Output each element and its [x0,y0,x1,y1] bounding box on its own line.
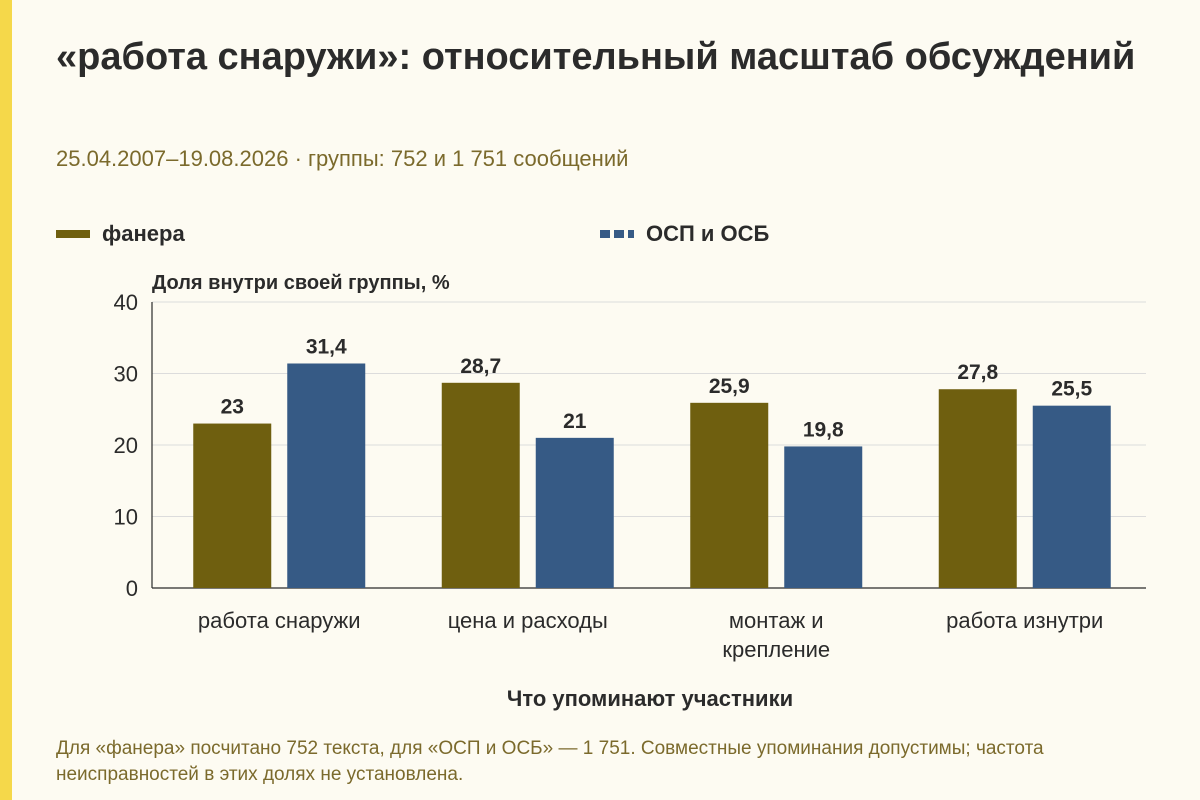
x-tick-label: цена и расходы [448,608,608,633]
data-label-plywood: 27,8 [957,361,998,384]
y-tick-label: 0 [126,576,138,601]
footnote: Для «фанера» посчитано 752 текста, для «… [56,738,1044,785]
legend-swatch-osb [600,230,634,238]
x-tick-label: работа изнутри [946,608,1103,633]
data-label-plywood: 25,9 [709,375,750,398]
x-axis-label: Что упоминают участники [506,686,794,711]
bar-plywood [193,423,272,588]
chart-title: «работа снаружи»: относительный масштаб … [56,36,1136,78]
x-tick-label: монтаж и крепление [722,608,830,662]
y-axis-label: Доля внутри своей группы, % [152,272,450,294]
bar-osb [535,437,614,588]
data-label-osb: 19,8 [803,418,844,441]
y-tick-label: 40 [114,290,138,315]
accent-bar [0,0,12,800]
legend-item-osb: ОСП и ОСБ [600,220,769,248]
bar-osb [287,363,366,588]
data-label-osb: 25,5 [1051,378,1092,401]
bar-osb [784,446,863,588]
bar-plywood [441,382,520,588]
data-label-osb: 31,4 [306,335,347,358]
bar-plywood [938,389,1017,588]
y-tick-label: 20 [114,433,138,458]
legend-label-plywood: фанера [102,221,185,246]
y-tick-label: 30 [114,362,138,387]
bar-osb [1032,405,1111,588]
chart-subtitle: 25.04.2007–19.08.2026 · группы: 752 и 1 … [56,146,629,171]
data-label-plywood: 23 [221,396,244,419]
legend-swatch-plywood [56,230,90,238]
x-tick-label: работа снаружи [198,608,361,633]
legend-item-plywood: фанера [56,220,185,248]
y-tick-label: 10 [114,505,138,530]
data-label-plywood: 28,7 [460,355,501,378]
data-label-osb: 21 [563,410,587,433]
bar-plywood [690,402,769,588]
legend-label-osb: ОСП и ОСБ [646,221,770,246]
